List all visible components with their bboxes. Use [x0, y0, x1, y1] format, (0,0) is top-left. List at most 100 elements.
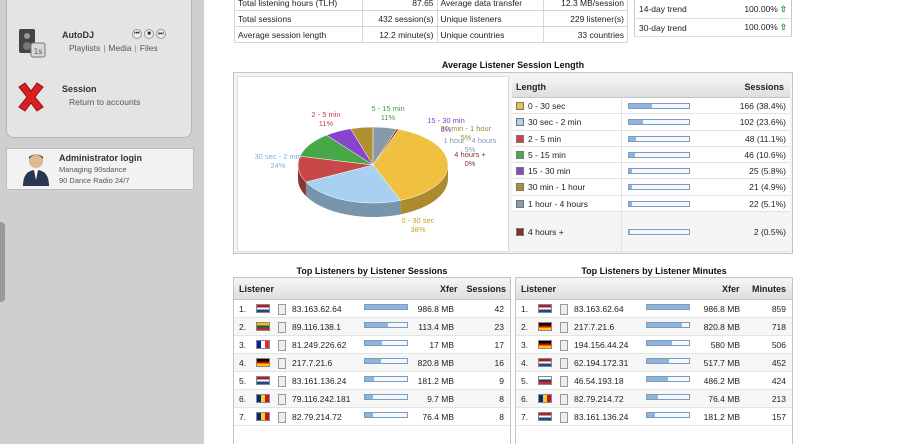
country-flag-icon — [256, 304, 270, 313]
trend-value: 100.00% — [744, 22, 778, 32]
listener-ip[interactable]: 83.163.62.64 — [292, 304, 342, 314]
listener-row[interactable]: 4. 62.194.172.31 517.7 MB 452 — [516, 354, 792, 372]
listener-ip[interactable]: 82.79.214.72 — [292, 412, 342, 422]
length-label: 4 hours + — [528, 227, 564, 238]
autodj-skip-back-icon[interactable]: ⏮ — [132, 29, 142, 39]
listener-row[interactable]: 6. 79.116.242.181 9.7 MB 8 — [234, 390, 510, 408]
listener-row[interactable]: 7. 83.161.136.24 181.2 MB 157 — [516, 408, 792, 426]
listener-row[interactable]: 3. 194.156.44.24 580 MB 506 — [516, 336, 792, 354]
listener-row[interactable]: 5. 83.161.136.24 181.2 MB 9 — [234, 372, 510, 390]
trend-value: 100.00% — [744, 3, 778, 14]
listener-row[interactable]: 3. 81.249.226.62 17 MB 17 — [234, 336, 510, 354]
xfer-value: 17 MB — [429, 340, 454, 350]
country-flag-icon — [256, 394, 270, 403]
country-flag-icon — [538, 304, 552, 313]
pie-label-pct: 38% — [410, 225, 425, 234]
session-title[interactable]: Session — [62, 84, 97, 94]
listener-ip[interactable]: 81.249.226.62 — [292, 340, 347, 350]
media-link[interactable]: Media — [108, 43, 132, 53]
document-icon[interactable] — [560, 340, 568, 351]
listener-ip[interactable]: 83.161.136.24 — [574, 412, 629, 422]
listener-row[interactable]: 4. 217.7.21.6 820.8 MB 16 — [234, 354, 510, 372]
document-icon[interactable] — [278, 358, 286, 369]
sidebar-item-session[interactable]: Session Return to accounts — [14, 80, 140, 114]
document-icon[interactable] — [560, 322, 568, 333]
listener-ip[interactable]: 217.7.21.6 — [292, 358, 333, 368]
share-bar — [628, 168, 690, 175]
share-bar — [628, 119, 690, 126]
autodj-skip-icon[interactable]: ⏭ — [156, 29, 166, 39]
listener-ip[interactable]: 62.194.172.31 — [574, 358, 629, 368]
xfer-bar — [364, 376, 408, 382]
rank: 6. — [521, 394, 529, 404]
rank: 6. — [239, 394, 247, 404]
document-icon[interactable] — [278, 394, 286, 405]
document-icon[interactable] — [560, 304, 568, 315]
document-icon[interactable] — [278, 376, 286, 387]
listener-ip[interactable]: 217.7.21.6 — [574, 322, 615, 332]
document-icon[interactable] — [278, 322, 286, 333]
listener-ip[interactable]: 82.79.214.72 — [574, 394, 624, 404]
top-minutes-header: Listener Xfer Minutes — [516, 278, 792, 300]
listener-ip[interactable]: 89.116.138.1 — [292, 322, 341, 332]
listener-ip[interactable]: 194.156.44.24 — [574, 340, 629, 350]
return-to-accounts-link[interactable]: Return to accounts — [69, 97, 141, 107]
listener-row[interactable]: 6. 82.79.214.72 76.4 MB 213 — [516, 390, 792, 408]
document-icon[interactable] — [560, 358, 568, 369]
metric-value: 8 — [499, 412, 504, 422]
pie-slice[interactable] — [372, 128, 400, 166]
rank: 1. — [521, 304, 529, 314]
sidebar-item-autodj[interactable]: 1s AutoDJ Playlists | Media | Files ⏮ ■ ⏭ — [14, 26, 166, 60]
files-link[interactable]: Files — [139, 43, 158, 53]
xfer-bar — [364, 394, 408, 400]
country-flag-icon — [256, 376, 270, 385]
sidebar-collapse-handle[interactable] — [0, 222, 5, 302]
session-length-row: 0 - 30 sec 166 (38.4%) — [512, 98, 790, 115]
document-icon[interactable] — [560, 412, 568, 423]
document-icon[interactable] — [560, 394, 568, 405]
session-length-title: Average Listener Session Length — [441, 60, 585, 70]
document-icon[interactable] — [278, 340, 286, 351]
length-label: 30 min - 1 hour — [528, 182, 586, 193]
listener-row[interactable]: 1. 83.163.62.64 986.8 MB 42 — [234, 300, 510, 318]
rank: 3. — [521, 340, 529, 350]
pie-slice[interactable] — [372, 129, 449, 201]
listener-row[interactable]: 5. 46.54.193.18 486.2 MB 424 — [516, 372, 792, 390]
autodj-title[interactable]: AutoDJ — [62, 30, 94, 40]
country-flag-icon — [538, 376, 552, 385]
xfer-value: 486.2 MB — [703, 376, 740, 386]
listener-ip[interactable]: 83.161.136.24 — [292, 376, 347, 386]
metric-value: 213 — [771, 394, 786, 404]
document-icon[interactable] — [278, 304, 286, 315]
listener-ip[interactable]: 79.116.242.181 — [292, 394, 351, 404]
xfer-column-header: Xfer — [722, 284, 740, 294]
xfer-bar — [646, 340, 690, 346]
stat-value: 229 listener(s) — [543, 10, 628, 27]
xfer-value: 76.4 MB — [422, 412, 454, 422]
xfer-bar — [646, 304, 690, 310]
listener-ip[interactable]: 46.54.193.18 — [574, 376, 624, 386]
pie-slice[interactable] — [305, 164, 402, 204]
document-icon[interactable] — [278, 412, 286, 423]
pie-label: 30 min - 1 hour 5% — [441, 124, 492, 142]
top-sessions-title: Top Listeners by Listener Sessions — [296, 266, 448, 276]
listener-row[interactable]: 7. 82.79.214.72 76.4 MB 8 — [234, 408, 510, 426]
legend-swatch — [516, 228, 524, 237]
listener-row[interactable]: 2. 217.7.21.6 820.8 MB 718 — [516, 318, 792, 336]
xfer-bar — [364, 304, 408, 310]
autodj-stop-icon[interactable]: ■ — [144, 29, 154, 39]
stat-label: Unique listeners — [436, 10, 545, 27]
rank: 3. — [239, 340, 247, 350]
session-length-row: 5 - 15 min 46 (10.6%) — [512, 146, 790, 164]
listener-row[interactable]: 1. 83.163.62.64 986.8 MB 859 — [516, 300, 792, 318]
xfer-column-header: Xfer — [440, 284, 458, 294]
top-minutes-panel: Listener Xfer Minutes 1. 83.163.62.64 986.… — [515, 277, 793, 444]
length-label: 5 - 15 min — [528, 149, 566, 160]
listener-ip[interactable]: 83.163.62.64 — [574, 304, 624, 314]
listener-row[interactable]: 2. 89.116.138.1 113.4 MB 23 — [234, 318, 510, 336]
document-icon[interactable] — [560, 376, 568, 387]
playlists-link[interactable]: Playlists — [69, 43, 101, 53]
session-length-row: 1 hour - 4 hours 22 (5.1%) — [512, 195, 790, 213]
metric-value: 9 — [499, 376, 504, 386]
stat-value: 87.65 — [361, 0, 438, 11]
